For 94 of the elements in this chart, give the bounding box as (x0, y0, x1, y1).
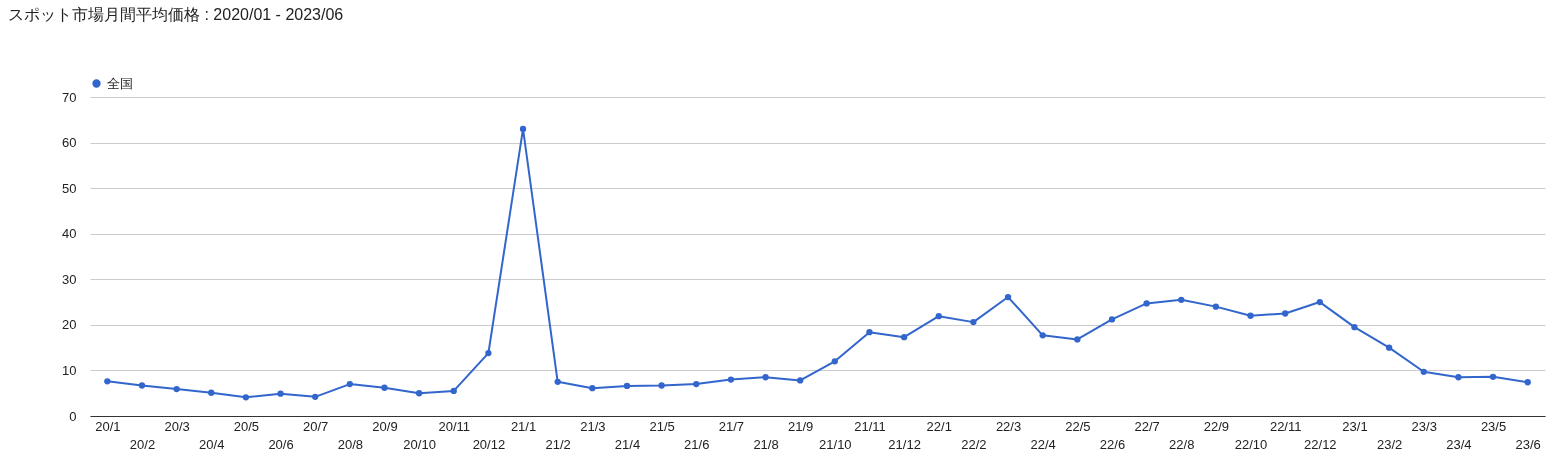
x-tick-label: 21/7 (718, 418, 745, 434)
point (242, 394, 250, 401)
point (831, 358, 838, 365)
x-tick-label: 20/4 (199, 436, 225, 452)
x-tick-label: 21/1 (510, 418, 537, 434)
point (312, 393, 319, 401)
point (1420, 368, 1427, 375)
x-tick-label: 22/7 (1134, 418, 1160, 434)
x-tick-label: 22/3 (995, 418, 1022, 434)
x-tick-label: 20/2 (129, 436, 156, 452)
y-tick-label: 10 (62, 362, 77, 378)
point (1039, 332, 1046, 339)
point (1178, 296, 1185, 303)
point (104, 378, 111, 385)
point (727, 376, 735, 383)
point (415, 390, 423, 397)
x-tick-label: 23/6 (1515, 436, 1541, 452)
x-tick-label: 21/5 (649, 418, 675, 434)
x-tick-label: 20/11 (438, 418, 471, 434)
x-tick-label: 20/7 (303, 418, 329, 434)
point (1247, 312, 1254, 319)
x-tick-label: 22/1 (926, 418, 952, 434)
x-tick-label: 22/4 (1030, 436, 1056, 452)
x-tick-label: 21/11 (854, 418, 886, 434)
point (866, 328, 873, 336)
x-tick-label: 20/8 (337, 436, 363, 452)
point (1524, 379, 1531, 386)
point (658, 382, 665, 389)
y-tick-label: 0 (69, 408, 77, 424)
point (1455, 374, 1462, 381)
point (1108, 316, 1116, 323)
point (1351, 323, 1358, 331)
chart-title: スポット市場月間平均価格 : 2020/01 - 2023/06 (8, 6, 344, 23)
point (935, 313, 942, 320)
point (381, 384, 388, 391)
point (277, 390, 284, 397)
y-tick-label: 30 (62, 271, 77, 287)
y-tick-label: 20 (62, 317, 77, 333)
x-tick-label: 20/6 (268, 436, 294, 452)
y-tick-label: 40 (62, 226, 77, 242)
point (1143, 300, 1150, 307)
x-tick-label: 22/11 (1269, 418, 1302, 434)
x-tick-label: 23/2 (1376, 436, 1403, 452)
point (173, 385, 180, 393)
x-tick-label: 23/5 (1480, 418, 1507, 434)
x-tick-label: 20/5 (233, 418, 260, 434)
x-tick-label: 21/6 (684, 436, 710, 452)
point (1004, 293, 1012, 301)
x-tick-label: 21/4 (614, 436, 641, 452)
x-tick-label: 21/3 (580, 418, 606, 434)
x-tick-label: 22/9 (1203, 418, 1230, 434)
x-tick-label: 20/3 (164, 418, 190, 434)
x-tick-label: 22/8 (1169, 436, 1195, 452)
point (485, 349, 492, 357)
point (693, 380, 700, 388)
x-tick-label: 22/2 (961, 436, 987, 452)
point (589, 385, 596, 392)
x-tick-label: 23/4 (1446, 436, 1472, 452)
point (900, 334, 908, 341)
point (1074, 336, 1081, 343)
x-tick-label: 20/1 (95, 418, 121, 434)
point (346, 380, 353, 388)
y-tick-label: 50 (62, 180, 77, 196)
x-tick-label: 21/9 (788, 418, 814, 434)
point (970, 318, 977, 326)
point (138, 382, 146, 389)
point (208, 389, 215, 396)
x-tick-label: 21/2 (545, 436, 571, 452)
point (762, 374, 769, 381)
point (623, 382, 631, 390)
point (519, 125, 527, 133)
x-tick-label: 21/12 (888, 436, 921, 452)
x-tick-label: 20/10 (403, 436, 436, 452)
x-tick-label: 21/10 (819, 436, 852, 452)
x-tick-label: 23/3 (1411, 418, 1437, 434)
point (554, 378, 561, 385)
x-tick-label: 22/12 (1304, 436, 1337, 452)
point (1385, 344, 1393, 351)
y-tick-label: 70 (62, 89, 77, 105)
x-tick-label: 22/5 (1065, 418, 1091, 434)
x-tick-label: 20/9 (372, 418, 398, 434)
x-tick-label: 21/8 (753, 436, 779, 452)
point (1316, 298, 1323, 306)
point (797, 377, 804, 384)
point (1212, 303, 1220, 310)
y-tick-label: 60 (62, 135, 77, 151)
point (1489, 373, 1497, 380)
x-tick-label: 22/10 (1234, 436, 1268, 452)
x-tick-label: 20/12 (472, 436, 506, 452)
point (1282, 310, 1289, 317)
point (450, 387, 457, 395)
x-tick-label: 23/1 (1342, 418, 1368, 434)
x-tick-label: 22/6 (1099, 436, 1126, 452)
legend-label: 全国 (107, 75, 133, 91)
